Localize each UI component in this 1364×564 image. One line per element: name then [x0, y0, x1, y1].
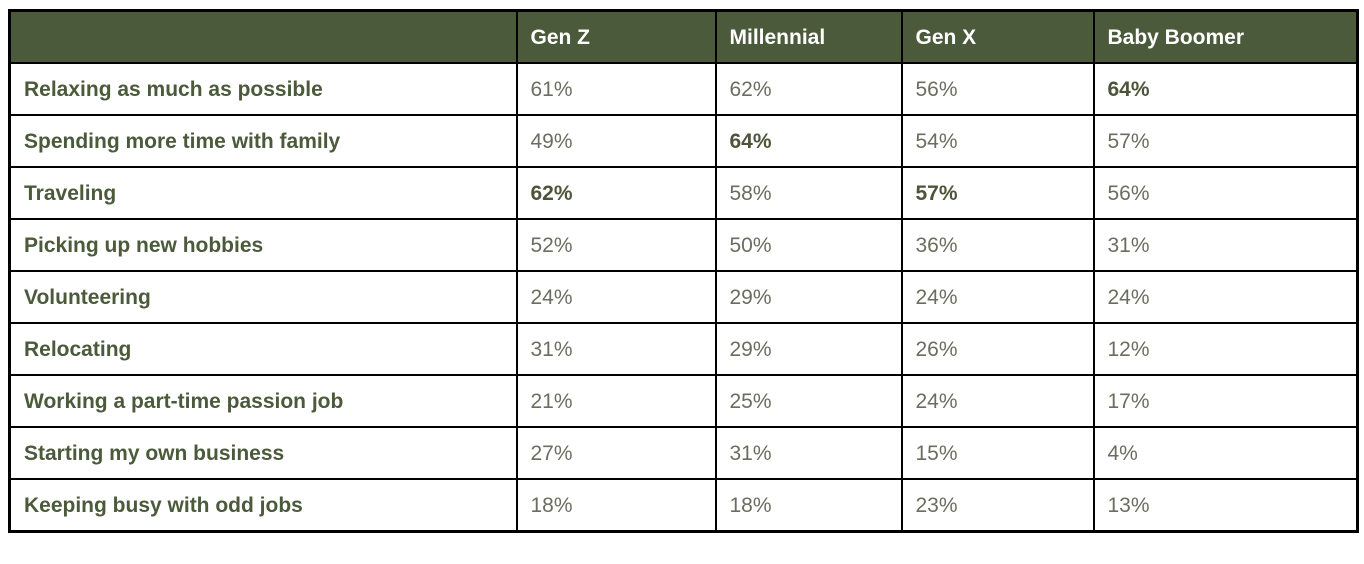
row-label: Traveling — [8, 166, 518, 220]
value-cell: 57% — [900, 166, 1095, 220]
value-cell: 36% — [900, 218, 1095, 272]
value-cell: 18% — [714, 478, 903, 533]
value-cell: 17% — [1092, 374, 1359, 428]
value-cell: 29% — [714, 322, 903, 376]
row-label: Spending more time with family — [8, 114, 518, 168]
generation-activities-table: Gen Z Millennial Gen X Baby Boomer Relaxing… — [8, 9, 1359, 533]
value-cell: 52% — [515, 218, 717, 272]
value-cell: 62% — [714, 62, 903, 116]
header-cell-baby-boomer: Baby Boomer — [1092, 9, 1359, 64]
value-cell: 31% — [515, 322, 717, 376]
value-cell: 64% — [714, 114, 903, 168]
table-container: Gen Z Millennial Gen X Baby Boomer Relaxing… — [8, 9, 1359, 533]
value-cell: 23% — [900, 478, 1095, 533]
row-label: Keeping busy with odd jobs — [8, 478, 518, 533]
table-row: Traveling 62% 58% 57% 56% — [8, 166, 1359, 220]
value-cell: 50% — [714, 218, 903, 272]
value-cell: 24% — [515, 270, 717, 324]
table-row: Volunteering 24% 29% 24% 24% — [8, 270, 1359, 324]
value-cell: 26% — [900, 322, 1095, 376]
value-cell: 56% — [900, 62, 1095, 116]
value-cell: 58% — [714, 166, 903, 220]
value-cell: 12% — [1092, 322, 1359, 376]
table-row: Relaxing as much as possible 61% 62% 56% 64% — [8, 62, 1359, 116]
table-row: Starting my own business 27% 31% 15% 4% — [8, 426, 1359, 480]
value-cell: 64% — [1092, 62, 1359, 116]
value-cell: 49% — [515, 114, 717, 168]
value-cell: 27% — [515, 426, 717, 480]
value-cell: 25% — [714, 374, 903, 428]
header-cell-millennial: Millennial — [714, 9, 903, 64]
value-cell: 54% — [900, 114, 1095, 168]
row-label: Picking up new hobbies — [8, 218, 518, 272]
header-row: Gen Z Millennial Gen X Baby Boomer — [8, 9, 1359, 64]
table-row: Keeping busy with odd jobs 18% 18% 23% 13% — [8, 478, 1359, 533]
value-cell: 57% — [1092, 114, 1359, 168]
value-cell: 29% — [714, 270, 903, 324]
value-cell: 24% — [900, 270, 1095, 324]
value-cell: 4% — [1092, 426, 1359, 480]
table-row: Picking up new hobbies 52% 50% 36% 31% — [8, 218, 1359, 272]
header-cell-gen-x: Gen X — [900, 9, 1095, 64]
table-header: Gen Z Millennial Gen X Baby Boomer — [8, 9, 1359, 64]
header-cell-empty — [8, 9, 518, 64]
value-cell: 13% — [1092, 478, 1359, 533]
value-cell: 31% — [1092, 218, 1359, 272]
value-cell: 18% — [515, 478, 717, 533]
table-row: Relocating 31% 29% 26% 12% — [8, 322, 1359, 376]
value-cell: 15% — [900, 426, 1095, 480]
value-cell: 31% — [714, 426, 903, 480]
value-cell: 21% — [515, 374, 717, 428]
table-row: Working a part-time passion job 21% 25% 24%… — [8, 374, 1359, 428]
table-row: Spending more time with family 49% 64% 54% 5… — [8, 114, 1359, 168]
row-label: Volunteering — [8, 270, 518, 324]
value-cell: 56% — [1092, 166, 1359, 220]
row-label: Relocating — [8, 322, 518, 376]
value-cell: 24% — [1092, 270, 1359, 324]
row-label: Relaxing as much as possible — [8, 62, 518, 116]
value-cell: 62% — [515, 166, 717, 220]
value-cell: 24% — [900, 374, 1095, 428]
value-cell: 61% — [515, 62, 717, 116]
header-cell-gen-z: Gen Z — [515, 9, 717, 64]
row-label: Starting my own business — [8, 426, 518, 480]
row-label: Working a part-time passion job — [8, 374, 518, 428]
table-body: Relaxing as much as possible 61% 62% 56% 64%… — [8, 62, 1359, 533]
